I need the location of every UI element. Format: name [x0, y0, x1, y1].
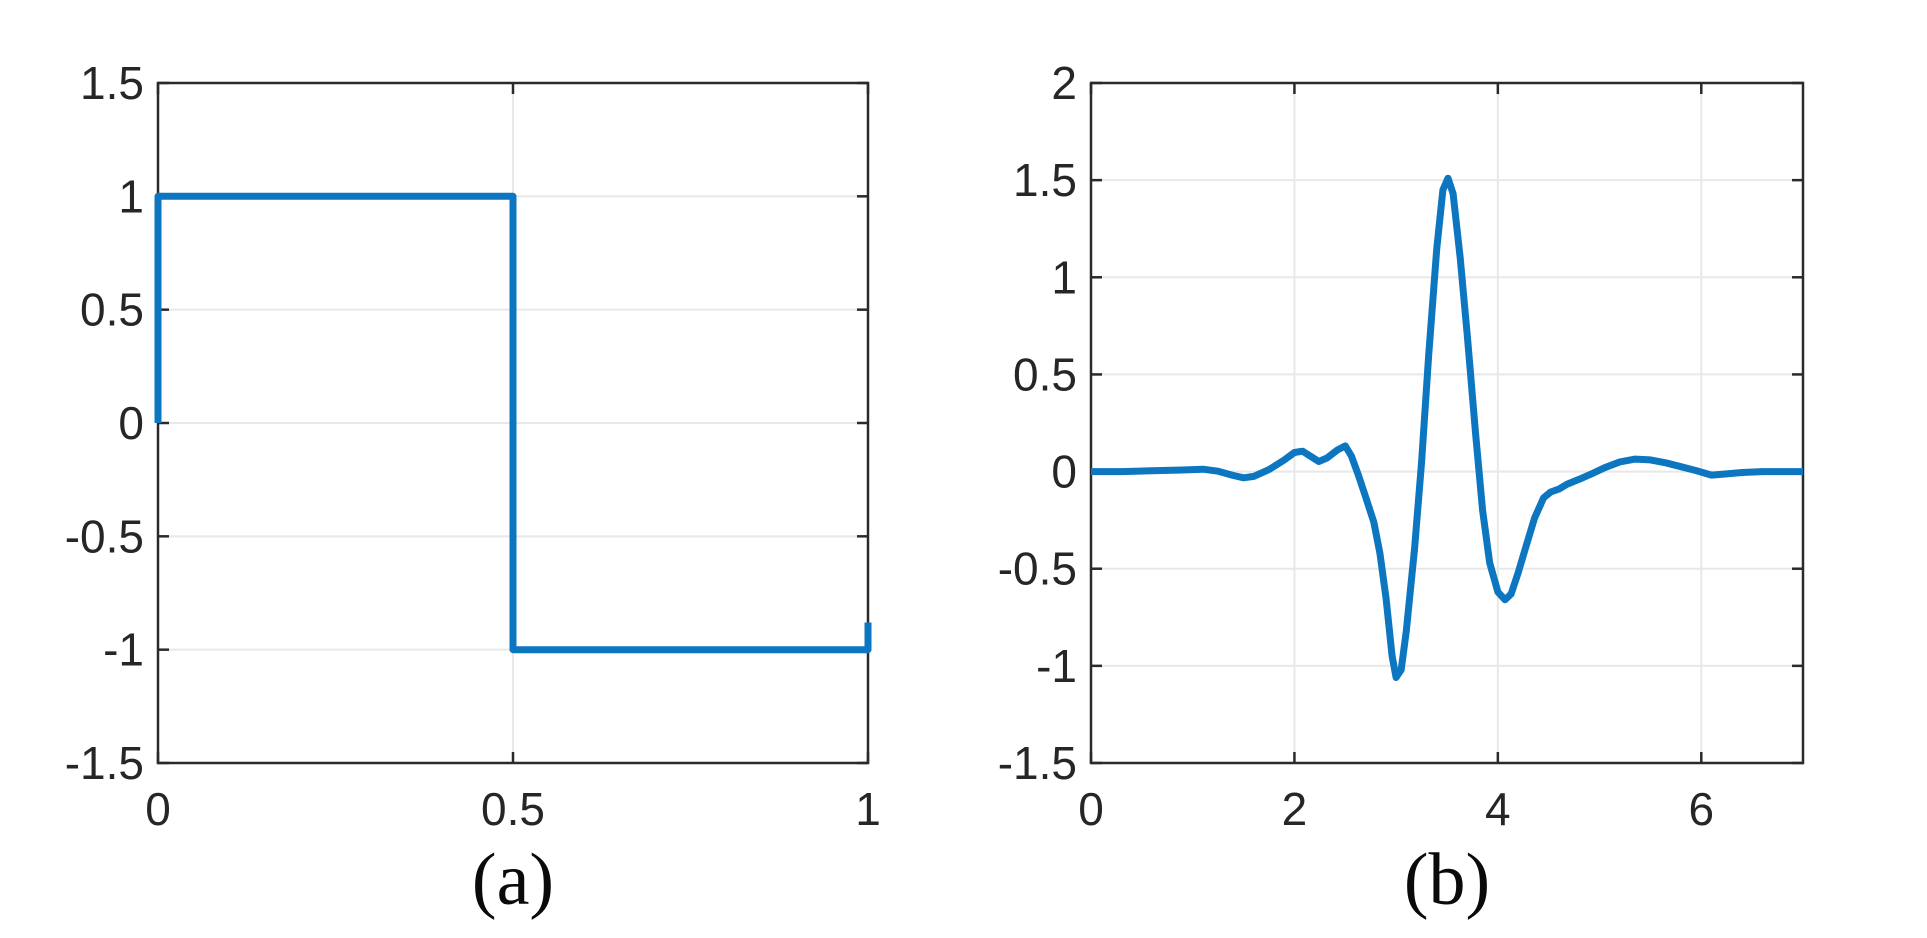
y-tick-label: -1: [103, 624, 144, 676]
x-tick-label: 0: [145, 783, 171, 835]
x-tick-label: 4: [1485, 783, 1511, 835]
x-tick-label: 6: [1688, 783, 1714, 835]
y-tick-label: 1: [118, 170, 144, 222]
data-curve: [1091, 174, 1803, 681]
y-tick-label: 1.5: [80, 57, 144, 109]
y-tick-label: -1: [1036, 640, 1077, 692]
y-tick-label: 0: [1051, 446, 1077, 498]
y-tick-label: -1.5: [65, 737, 144, 789]
y-tick-label: 1: [1051, 251, 1077, 303]
caption-a: (a): [471, 839, 555, 921]
axis-box: [1089, 81, 1805, 765]
y-tick-label: 1.5: [1013, 154, 1077, 206]
y-tick-label: 0.5: [1013, 348, 1077, 400]
y-tick-label: 2: [1051, 57, 1077, 109]
data-curve: [154, 192, 872, 654]
caption-b: (b): [1403, 839, 1491, 921]
y-tick-label: 0: [118, 397, 144, 449]
y-tick-label: -1.5: [998, 737, 1077, 789]
x-tick-label: 1: [855, 783, 881, 835]
y-tick-label: -0.5: [998, 543, 1077, 595]
y-tick-label: -0.5: [65, 510, 144, 562]
y-tick-label: 0.5: [80, 284, 144, 336]
x-tick-label: 2: [1282, 783, 1308, 835]
plot-a-svg: 0 0.5 1 -1.5 -1 -0.5 0 0.5 1 1.5: [65, 57, 881, 835]
x-tick-label: 0.5: [481, 783, 545, 835]
plot-b-svg: 0 2 4 6 -1.5 -1 -0.5 0 0.5 1 1.5 2: [998, 57, 1805, 835]
x-tick-label: 0: [1078, 783, 1104, 835]
